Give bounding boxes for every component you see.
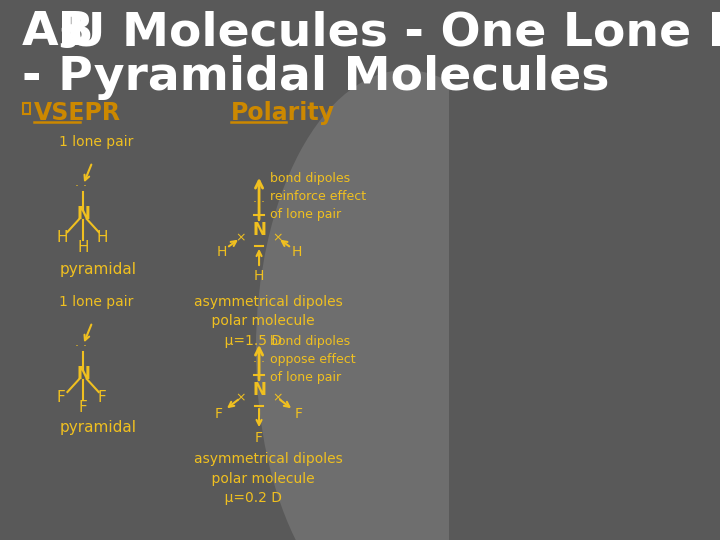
Text: · ·: · ·: [75, 180, 87, 193]
Text: H: H: [77, 240, 89, 255]
Text: pyramidal: pyramidal: [59, 420, 136, 435]
Text: N: N: [76, 365, 90, 383]
Text: asymmetrical dipoles
    polar molecule
       μ=0.2 D: asymmetrical dipoles polar molecule μ=0.…: [194, 452, 342, 505]
Text: · ·: · ·: [75, 341, 87, 354]
Ellipse shape: [256, 70, 556, 540]
Text: N: N: [252, 381, 266, 399]
Text: · ·: · ·: [253, 355, 265, 368]
Text: F: F: [98, 389, 107, 404]
Text: F: F: [215, 407, 223, 421]
Bar: [23, 103, 30, 114]
Text: 1 lone pair: 1 lone pair: [59, 295, 134, 309]
Text: asymmetrical dipoles
    polar molecule
       μ=1.5 D: asymmetrical dipoles polar molecule μ=1.…: [194, 295, 342, 348]
Text: ×: ×: [235, 392, 246, 404]
Text: F: F: [255, 431, 263, 445]
Text: ×: ×: [273, 392, 283, 404]
Text: 1 lone pair: 1 lone pair: [59, 135, 134, 149]
Text: VSEPR: VSEPR: [34, 101, 121, 125]
Text: · ·: · ·: [253, 195, 265, 208]
Text: H: H: [57, 230, 68, 245]
Text: - Pyramidal Molecules: - Pyramidal Molecules: [22, 55, 609, 100]
Text: AB: AB: [22, 10, 94, 55]
Text: H: H: [254, 269, 264, 283]
Text: H: H: [217, 245, 227, 259]
Text: 3: 3: [58, 26, 78, 54]
Text: Polarity: Polarity: [231, 101, 335, 125]
Text: F: F: [57, 389, 66, 404]
Text: N: N: [252, 221, 266, 239]
Text: ×: ×: [273, 232, 283, 245]
Text: H: H: [292, 245, 302, 259]
Text: bond dipoles
oppose effect
of lone pair: bond dipoles oppose effect of lone pair: [270, 335, 356, 384]
Text: F: F: [295, 407, 303, 421]
Text: N: N: [76, 205, 90, 223]
Text: pyramidal: pyramidal: [59, 262, 136, 277]
Text: bond dipoles
reinforce effect
of lone pair: bond dipoles reinforce effect of lone pa…: [270, 172, 366, 221]
Text: ×: ×: [235, 232, 246, 245]
Text: U Molecules - One Lone Pair: U Molecules - One Lone Pair: [67, 10, 720, 55]
Text: H: H: [96, 230, 108, 245]
Text: F: F: [78, 401, 87, 415]
